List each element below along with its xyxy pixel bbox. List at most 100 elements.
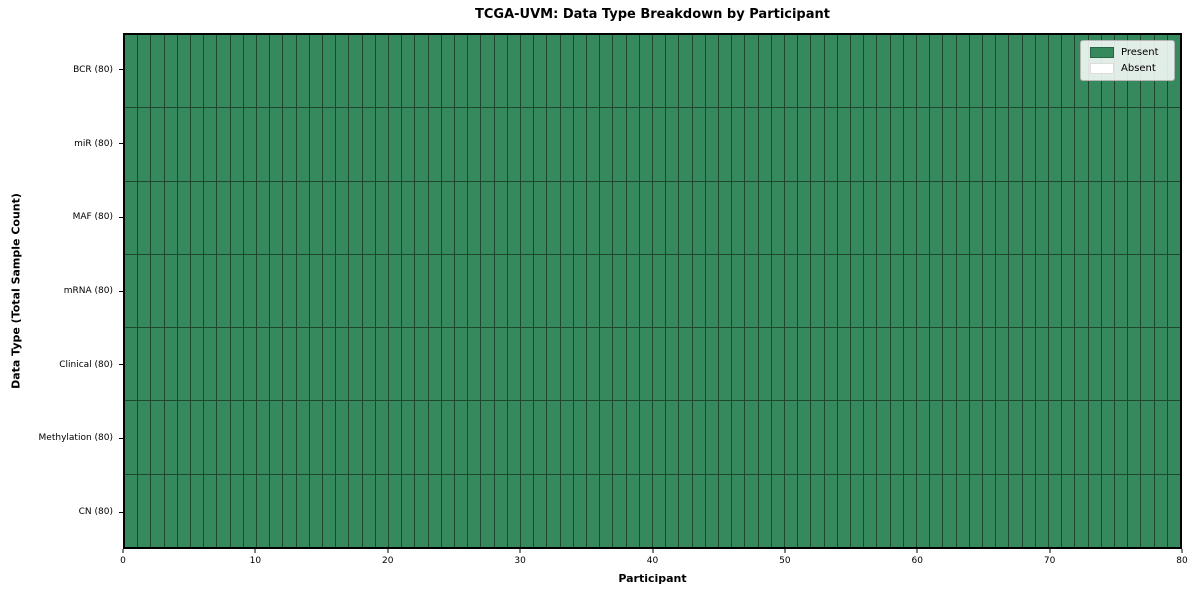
heatmap-cell [850, 328, 864, 401]
heatmap-cell [468, 181, 481, 254]
heatmap-cell [679, 181, 692, 254]
heatmap-cell [600, 108, 613, 181]
heatmap-cell [982, 181, 996, 254]
heatmap-cell [428, 254, 441, 328]
heatmap-cell [758, 108, 771, 181]
heatmap-cell [507, 474, 520, 547]
heatmap-cell [204, 181, 217, 254]
heatmap-cell [243, 474, 256, 547]
heatmap-cell [613, 328, 626, 401]
heatmap-cell [890, 108, 903, 181]
heatmap-cell [1048, 474, 1062, 547]
heatmap-cell [560, 328, 573, 401]
heatmap-cell [296, 108, 309, 181]
heatmap-cell [666, 401, 679, 474]
heatmap-cell [877, 108, 890, 181]
heatmap-cell [586, 35, 600, 108]
heatmap-cell [679, 35, 692, 108]
heatmap-cell [811, 35, 824, 108]
heatmap-cell [916, 108, 930, 181]
heatmap-cell [1128, 108, 1141, 181]
heatmap-cell [494, 108, 507, 181]
heatmap-cell [811, 181, 824, 254]
heatmap-cell [547, 108, 560, 181]
heatmap-cell [1062, 181, 1075, 254]
heatmap-cell [441, 254, 454, 328]
heatmap-cell [217, 108, 230, 181]
heatmap-cell [573, 401, 586, 474]
heatmap-cell [956, 181, 969, 254]
heatmap-cell [1154, 181, 1167, 254]
heatmap-cell [190, 474, 204, 547]
heatmap-cell [283, 328, 296, 401]
x-tick-label: 50 [779, 556, 791, 566]
heatmap-cell [336, 108, 349, 181]
heatmap-cell [784, 254, 798, 328]
heatmap-cell [428, 181, 441, 254]
heatmap-cell [125, 328, 138, 401]
heatmap-cell [217, 474, 230, 547]
heatmap-cell [850, 35, 864, 108]
heatmap-cell [441, 474, 454, 547]
heatmap-cell [930, 474, 943, 547]
heatmap-cell [1022, 328, 1035, 401]
heatmap-cell [639, 181, 652, 254]
heatmap-cell [362, 401, 375, 474]
heatmap-cell [613, 35, 626, 108]
plot-area [123, 33, 1182, 549]
heatmap-cell [481, 328, 494, 401]
heatmap-cell [507, 401, 520, 474]
heatmap-cell [230, 328, 243, 401]
heatmap-cell [190, 35, 204, 108]
heatmap-cell [1141, 181, 1154, 254]
heatmap-cell [138, 328, 151, 401]
heatmap-cell [903, 328, 916, 401]
heatmap-cell [362, 254, 375, 328]
x-tick-label: 10 [249, 556, 262, 566]
heatmap-cell [164, 401, 177, 474]
heatmap-cell [824, 474, 837, 547]
heatmap-cell [573, 328, 586, 401]
heatmap-cell [850, 181, 864, 254]
heatmap-cell [270, 474, 283, 547]
heatmap-cell [296, 181, 309, 254]
heatmap-cell [864, 35, 877, 108]
heatmap-cell [969, 328, 982, 401]
heatmap-cell [943, 108, 956, 181]
heatmap-cell [930, 35, 943, 108]
heatmap-cell [1062, 401, 1075, 474]
heatmap-cell [177, 181, 190, 254]
heatmap-cell [718, 401, 732, 474]
heatmap-row [125, 181, 1180, 254]
heatmap-cell [824, 108, 837, 181]
heatmap-cell [309, 181, 322, 254]
heatmap-cell [362, 35, 375, 108]
heatmap-cell [256, 401, 270, 474]
y-tick-label: miR (80) [74, 138, 113, 149]
heatmap-cell [956, 401, 969, 474]
heatmap-cell [349, 108, 362, 181]
heatmap-cell [547, 401, 560, 474]
heatmap-cell [151, 401, 164, 474]
heatmap-cell [560, 181, 573, 254]
heatmap-cell [784, 181, 798, 254]
heatmap-cell [956, 328, 969, 401]
heatmap-cell [1128, 254, 1141, 328]
heatmap-row [125, 108, 1180, 181]
heatmap-cell [943, 328, 956, 401]
heatmap-cell [784, 401, 798, 474]
heatmap-cell [217, 328, 230, 401]
heatmap-cell [850, 254, 864, 328]
heatmap-cell [428, 474, 441, 547]
heatmap-cell [573, 108, 586, 181]
heatmap-cell [336, 401, 349, 474]
heatmap-cell [573, 181, 586, 254]
y-tick-mark [119, 216, 123, 218]
heatmap-cell [705, 474, 718, 547]
heatmap-cell [1075, 181, 1088, 254]
heatmap-cell [1154, 254, 1167, 328]
y-tick-mark [119, 143, 123, 145]
heatmap-cell [1088, 474, 1101, 547]
heatmap-cell [283, 401, 296, 474]
